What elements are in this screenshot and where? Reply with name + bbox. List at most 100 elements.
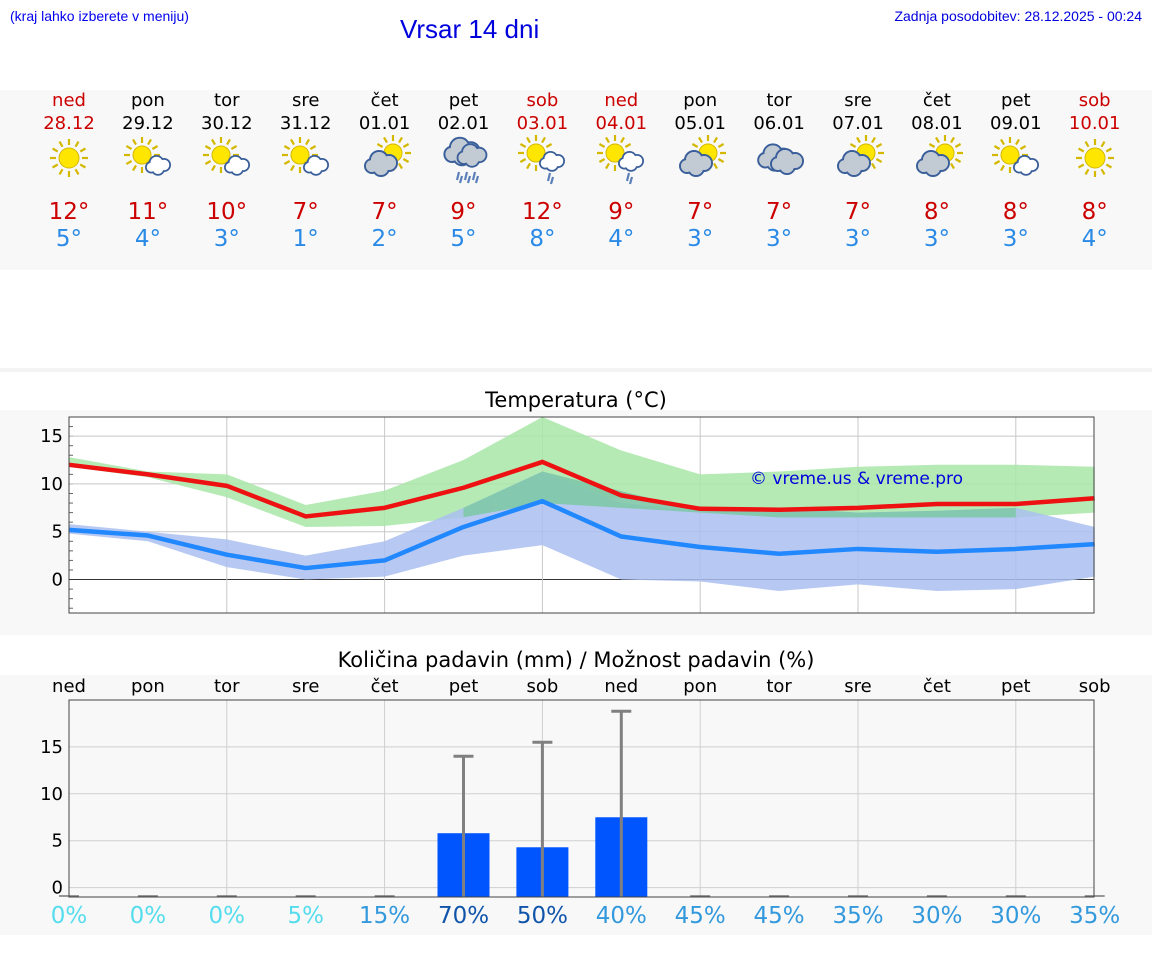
day-name: pet [1001,90,1031,111]
min-temp: 8° [529,226,556,252]
cloud-shape [770,148,805,175]
day-date: 08.01 [911,113,963,134]
watermark: © vreme.us & vreme.pro [750,469,963,489]
rain-cloud-icon [442,136,487,184]
sunny-icon [1075,139,1114,177]
min-temp: 4° [608,226,635,252]
y-tick-label: 15 [40,737,63,758]
min-temp: 3° [923,226,950,252]
precip-chance: 0% [208,903,246,929]
sun-cloud-rain-icon [518,135,566,185]
cloud-shape [456,143,487,168]
precip-day-label: ned [52,676,86,697]
plot-frame [68,699,1095,898]
cloud-shape [223,155,250,176]
cloud-shape [144,155,171,176]
daily-summary-band [0,90,1152,270]
precip-chance: 30% [990,903,1042,929]
precip-day-label: tor [766,676,792,697]
max-temp: 9° [608,199,635,225]
day-date: 10.01 [1068,113,1121,134]
precip-chance: 45% [674,903,726,929]
precip-day-label: tor [214,676,240,697]
min-temp: 3° [213,226,240,252]
max-temp-band [69,417,1095,527]
day-date: 02.01 [437,113,490,134]
precip-day-label: sre [844,676,872,697]
rain-drops [455,171,479,184]
y-tick-label: 0 [52,878,63,899]
min-temp: 3° [844,226,872,252]
day-date: 07.01 [832,113,884,134]
y-tick-label: 10 [40,474,63,495]
day-date: 01.01 [358,113,411,134]
max-temp: 7° [292,199,319,225]
overlap-band [463,471,1016,518]
sun-cloud-icon [123,137,171,176]
sun-cloud-icon [202,137,250,176]
min-temp: 3° [1002,226,1029,252]
sun-cloud-rain-icon [597,135,645,185]
sun-cloud-icon [991,137,1039,176]
precip-chance: 30% [911,903,963,929]
max-temp: 7° [371,199,398,225]
temp-chart-title: Temperatura (°C) [485,388,667,412]
day-name: sob [1078,90,1111,111]
min-temp: 3° [766,226,793,252]
precip-day-label: čet [370,676,399,697]
precip-day-label: pet [1001,676,1031,697]
cloud-shape [363,150,398,177]
sun-shape [991,137,1028,173]
cloud-sun-icon [363,135,411,177]
max-temp: 12° [522,199,563,225]
min-temp: 4° [1081,226,1108,252]
day-date: 09.01 [990,113,1042,134]
day-date: 06.01 [753,113,805,134]
day-date: 30.12 [201,113,253,134]
precip-day-label: sob [526,676,559,697]
day-name: čet [922,90,951,111]
day-name: tor [766,90,792,111]
day-date: 28.12 [43,113,95,134]
last-updated: Zadnja posodobitev: 28.12.2025 - 00:24 [894,8,1142,24]
precip-day-label: čet [922,676,951,697]
precip-chart-title: Količina padavin (mm) / Možnost padavin … [337,648,815,672]
min-temp: 3° [687,226,714,252]
precip-day-label: pet [448,676,479,697]
day-name: sob [526,90,559,111]
day-name: tor [214,90,240,111]
day-date: 31.12 [279,113,332,134]
max-temp: 8° [923,199,950,225]
min-temp-band [69,471,1095,592]
cloud-shape [302,155,329,176]
day-name: ned [604,90,639,111]
max-temp: 9° [450,199,477,225]
precip-chance: 15% [359,903,411,929]
max-temp: 7° [766,199,793,225]
sun-shape [1075,139,1114,177]
day-name: pon [130,90,165,111]
sun-shape [50,139,88,177]
max-temp: 7° [844,199,872,225]
precip-chance: 45% [753,903,805,929]
precip-chance: 0% [129,903,167,929]
precip-day-label: ned [604,676,639,697]
precip-day-label: sob [1078,676,1111,697]
precip-chance: 0% [50,903,88,929]
precip-chance: 5% [287,903,324,929]
day-date: 04.01 [595,113,648,134]
precip-day-label: pon [683,676,718,697]
cloud-shape [618,151,645,172]
min-temp-line [68,498,1095,571]
plot-frame [68,416,1095,614]
temperature-chart: 0 5 10 15 © vreme.us & vreme.pro [40,416,1095,614]
day-name: čet [370,90,399,111]
y-tick-label: 0 [52,570,63,591]
precip-chance: 70% [437,903,490,929]
day-name: sre [291,90,320,111]
min-temp: 4° [134,226,161,252]
min-temp: 1° [292,226,319,252]
day-date: 05.01 [674,113,726,134]
max-temp: 7° [687,199,714,225]
cloud-shape [539,151,566,172]
